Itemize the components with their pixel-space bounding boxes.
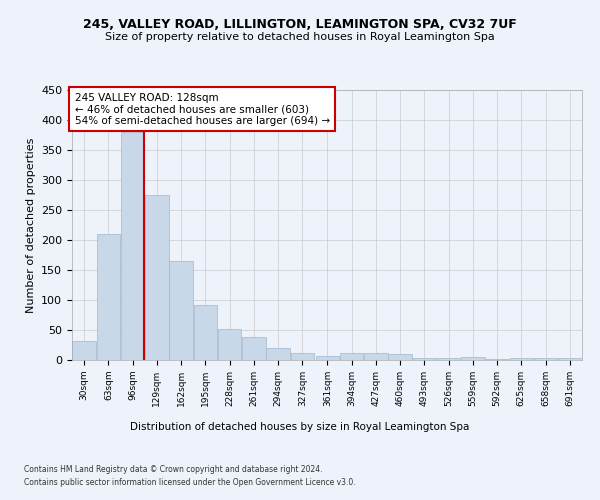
Text: 245 VALLEY ROAD: 128sqm
← 46% of detached houses are smaller (603)
54% of semi-d: 245 VALLEY ROAD: 128sqm ← 46% of detache…	[74, 92, 329, 126]
Bar	[340, 354, 364, 360]
Bar	[73, 341, 96, 360]
Bar	[316, 356, 339, 360]
Bar	[266, 348, 290, 360]
Bar	[534, 358, 557, 360]
Bar	[558, 358, 581, 360]
Bar	[145, 195, 169, 360]
Bar	[290, 354, 314, 360]
Text: 245, VALLEY ROAD, LILLINGTON, LEAMINGTON SPA, CV32 7UF: 245, VALLEY ROAD, LILLINGTON, LEAMINGTON…	[83, 18, 517, 30]
Text: Contains public sector information licensed under the Open Government Licence v3: Contains public sector information licen…	[24, 478, 356, 487]
Bar	[413, 358, 436, 360]
Bar	[242, 337, 266, 360]
Bar	[509, 358, 533, 360]
Bar	[194, 306, 217, 360]
Text: Contains HM Land Registry data © Crown copyright and database right 2024.: Contains HM Land Registry data © Crown c…	[24, 466, 323, 474]
Bar	[388, 354, 412, 360]
Bar	[364, 354, 388, 360]
Bar	[218, 329, 241, 360]
Bar	[97, 234, 120, 360]
Bar	[461, 357, 485, 360]
Bar	[437, 358, 460, 360]
Bar	[169, 261, 193, 360]
Text: Distribution of detached houses by size in Royal Leamington Spa: Distribution of detached houses by size …	[130, 422, 470, 432]
Bar	[121, 132, 145, 360]
Text: Size of property relative to detached houses in Royal Leamington Spa: Size of property relative to detached ho…	[105, 32, 495, 42]
Y-axis label: Number of detached properties: Number of detached properties	[26, 138, 35, 312]
